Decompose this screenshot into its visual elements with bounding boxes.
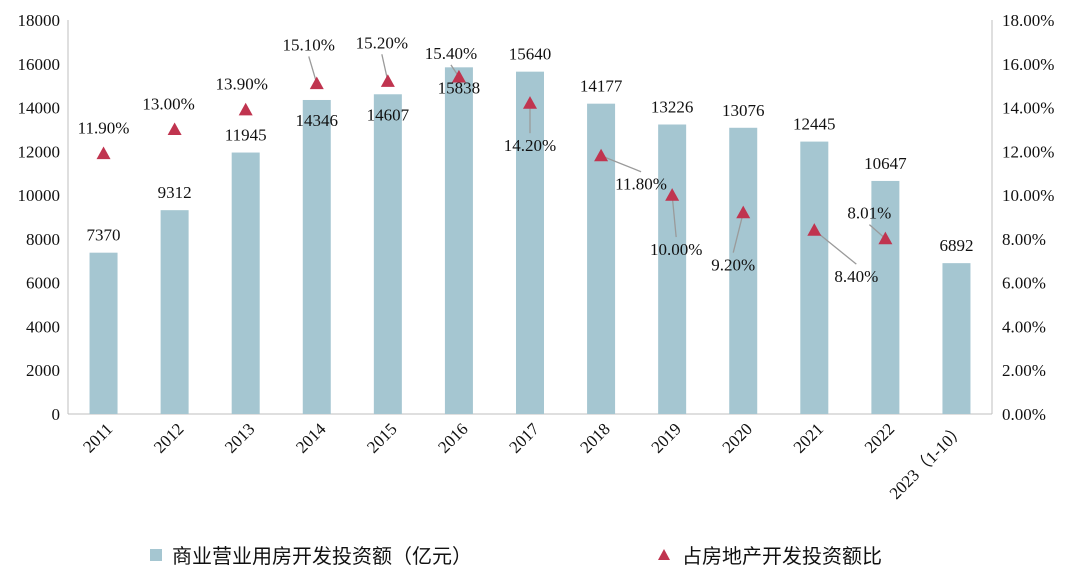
y-left-tick-label: 12000 xyxy=(18,142,61,161)
y-left-tick-label: 16000 xyxy=(18,55,61,74)
share-marker xyxy=(167,122,182,136)
x-tick-label: 2017 xyxy=(505,419,543,457)
y-right-tick-label: 8.00% xyxy=(1002,230,1046,249)
x-tick-label: 2022 xyxy=(861,419,898,456)
legend-label-investment: 商业营业用房开发投资额（亿元） xyxy=(172,544,472,568)
share-marker xyxy=(523,96,537,109)
share-value-label: 9.20% xyxy=(711,256,755,275)
bar xyxy=(729,127,758,415)
share-value-label: 15.20% xyxy=(356,33,408,52)
x-tick-label: 2016 xyxy=(434,419,471,456)
legend-triangle-swatch xyxy=(658,549,670,560)
bar xyxy=(302,99,331,415)
y-left-tick-label: 14000 xyxy=(18,99,61,118)
x-tick-label: 2011 xyxy=(79,419,116,456)
y-right-tick-label: 2.00% xyxy=(1002,361,1046,380)
bar xyxy=(658,124,687,414)
combo-chart: 0 2000 4000 6000 8000 10000 12000 14000 16000 180… xyxy=(18,11,1055,503)
bar-value-label: 14346 xyxy=(296,111,339,130)
bar-value-label: 14177 xyxy=(580,77,623,96)
label-leader-line xyxy=(671,195,677,238)
y-right-tick-label: 18.00% xyxy=(1002,11,1054,30)
x-tick-label: 2013 xyxy=(221,419,258,456)
share-value-label: 11.80% xyxy=(615,175,667,194)
share-value-label: 15.40% xyxy=(425,44,477,63)
y-right-tick-label: 10.00% xyxy=(1002,186,1054,205)
bar-value-label: 11945 xyxy=(225,126,267,145)
bar-value-label: 7370 xyxy=(87,226,121,245)
bar-value-label: 15838 xyxy=(438,78,481,97)
legend-item-investment: 商业营业用房开发投资额（亿元） xyxy=(150,540,472,569)
x-tick-label: 2012 xyxy=(150,419,187,456)
bar xyxy=(871,180,900,414)
y-right-tick-label: 4.00% xyxy=(1002,317,1046,336)
legend-item-share: 占房地产开发投资额比 xyxy=(658,540,882,569)
share-marker xyxy=(380,74,395,87)
label-leader-line xyxy=(868,224,886,240)
bar-value-label: 14607 xyxy=(367,105,410,124)
bar-value-label: 13076 xyxy=(722,101,765,120)
share-value-label: 8.40% xyxy=(834,267,878,286)
bar xyxy=(942,263,971,414)
y-right-tick-label: 0.00% xyxy=(1002,405,1046,424)
share-value-label: 10.00% xyxy=(650,240,702,259)
share-value-label: 13.90% xyxy=(215,75,267,94)
x-tick-label: 2014 xyxy=(292,419,330,457)
share-marker xyxy=(309,76,324,90)
bar-value-label: 13226 xyxy=(651,97,694,116)
bar xyxy=(160,210,189,414)
legend-label-share: 占房地产开发投资额比 xyxy=(682,544,882,568)
label-leader-line xyxy=(813,229,857,265)
y-right-tick-label: 16.00% xyxy=(1002,55,1054,74)
y-right-tick-label: 12.00% xyxy=(1002,142,1054,161)
label-leader-line xyxy=(600,155,642,173)
x-tick-label: 2018 xyxy=(576,419,613,456)
x-tick-label: 2021 xyxy=(790,419,827,456)
legend: 商业营业用房开发投资额（亿元） 占房地产开发投资额比 xyxy=(0,540,1080,576)
y-left-tick-label: 4000 xyxy=(26,317,60,336)
share-marker xyxy=(594,148,609,162)
y-left-tick-label: 2000 xyxy=(26,361,60,380)
y-right-tick-label: 6.00% xyxy=(1002,274,1046,293)
y-left-tick-label: 8000 xyxy=(26,230,60,249)
share-value-label: 11.90% xyxy=(78,119,130,138)
share-marker xyxy=(807,223,822,236)
share-marker xyxy=(878,231,893,245)
x-tick-label: 2015 xyxy=(363,419,400,456)
share-marker xyxy=(96,146,111,160)
legend-bar-swatch xyxy=(150,548,162,561)
y-left-tick-label: 18000 xyxy=(18,11,61,30)
bar-value-label: 15640 xyxy=(509,45,552,64)
bar xyxy=(89,252,118,414)
x-tick-label: 2020 xyxy=(719,419,756,456)
bar-value-label: 12445 xyxy=(793,115,836,134)
share-marker xyxy=(238,102,253,116)
y-right-tick-label: 14.00% xyxy=(1002,99,1054,118)
x-tick-label: 2019 xyxy=(648,419,685,456)
share-value-label: 14.20% xyxy=(504,136,556,155)
share-marker xyxy=(665,188,680,201)
bar-value-label: 6892 xyxy=(939,236,973,255)
y-left-tick-label: 0 xyxy=(52,405,61,424)
share-value-label: 15.10% xyxy=(283,35,335,54)
bar-value-label: 9312 xyxy=(158,183,192,202)
share-value-label: 13.00% xyxy=(142,94,194,113)
bar xyxy=(373,94,402,415)
y-left-tick-label: 10000 xyxy=(18,186,61,205)
bar xyxy=(231,152,260,414)
share-value-label: 8.01% xyxy=(847,204,891,223)
x-tick-label: 2023（1-10） xyxy=(886,419,970,503)
bar-value-label: 10647 xyxy=(864,154,907,173)
label-leader-line xyxy=(732,212,744,253)
share-marker xyxy=(451,69,466,83)
y-left-tick-label: 6000 xyxy=(26,274,60,293)
share-marker xyxy=(736,205,751,219)
bar xyxy=(800,141,829,414)
bar xyxy=(444,67,473,414)
